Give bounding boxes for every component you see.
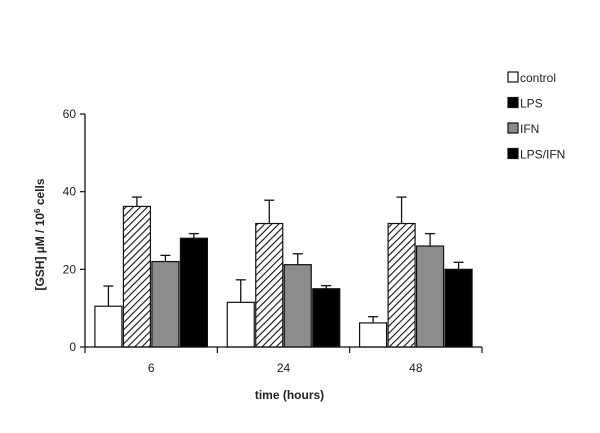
legend-label-lps: LPS <box>520 97 543 111</box>
y-tick-label-60: 60 <box>63 107 77 121</box>
y-tick-label-40: 40 <box>63 185 77 199</box>
bar-ifn-6 <box>151 260 180 348</box>
x-tick-label-48: 48 <box>409 361 423 375</box>
x-tick-label-24: 24 <box>277 361 291 375</box>
legend-swatch-lps-ifn <box>507 147 519 160</box>
bar-control-48 <box>358 322 388 348</box>
y-axis-title-superscript: 6 <box>33 208 42 213</box>
y-tick-label-0: 0 <box>69 340 76 354</box>
legend-swatch-ifn <box>507 122 519 134</box>
bar-ifn-48 <box>415 245 445 348</box>
bar-lps-24 <box>255 222 284 348</box>
bars-layer <box>94 205 473 348</box>
x-axis-title: time (hours) <box>255 388 324 402</box>
axes-layer <box>80 113 483 353</box>
y-axis-title-suffix: cells <box>33 178 47 208</box>
bar-lps-6 <box>122 205 152 348</box>
bar-lps-ifn-48 <box>444 268 473 348</box>
legend-label-control: control <box>520 71 556 85</box>
bar-lps-ifn-6 <box>179 237 209 348</box>
bar-ifn-24 <box>283 264 312 348</box>
bar-control-6 <box>94 305 123 348</box>
error-bars-layer <box>103 196 464 323</box>
y-axis-title: [GSH] µM / 106 cells <box>33 178 48 290</box>
legend-label-ifn: IFN <box>520 122 539 136</box>
y-tick-label-20: 20 <box>63 262 77 276</box>
bar-lps-48 <box>387 222 416 348</box>
y-axis-title-main: [GSH] µM / 10 <box>33 213 47 291</box>
legend-label-lps-ifn: LPS/IFN <box>520 148 565 162</box>
legend: control LPS IFN LPS/IFN <box>507 71 565 162</box>
bar-control-24 <box>226 301 255 348</box>
bar-lps-ifn-24 <box>312 288 341 348</box>
x-tick-label-6: 6 <box>148 361 155 375</box>
legend-swatch-control <box>507 71 519 83</box>
legend-swatch-lps <box>507 96 519 109</box>
